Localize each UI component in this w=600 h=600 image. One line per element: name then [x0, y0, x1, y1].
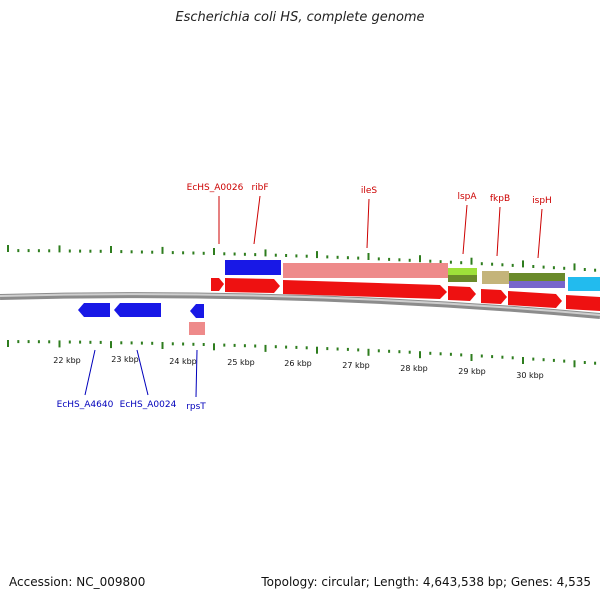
gene-label-ileS[interactable]: ileS [361, 186, 378, 196]
label-leader [366, 198, 370, 249]
ruler-label: 25 kbp [227, 358, 255, 367]
gene-label-ribF[interactable]: ribF [251, 183, 268, 193]
label-leader [136, 349, 149, 396]
page-title: Escherichia coli HS, complete genome [175, 10, 425, 25]
genome-backbone [0, 292, 600, 319]
ruler-label: 28 kbp [400, 364, 428, 373]
gene-arrow[interactable] [566, 295, 600, 311]
ruler-ticks-bottom [7, 340, 597, 368]
label-leader [253, 195, 261, 245]
ruler-label: 30 kbp [516, 371, 544, 380]
gene-label-EcHS_A4640[interactable]: EcHS_A4640 [57, 400, 114, 410]
gene-arrow[interactable] [211, 278, 224, 291]
gene-arrow[interactable] [283, 280, 447, 299]
gene-block-ispH-lower[interactable] [509, 281, 565, 288]
ruler-label: 26 kbp [284, 359, 312, 368]
ruler-labels: 22 kbp 23 kbp 24 kbp 25 kbp 26 kbp 27 kb… [53, 355, 544, 380]
ruler-label: 27 kbp [342, 361, 370, 370]
gene-block-fkpB[interactable] [482, 271, 509, 284]
label-leader [537, 208, 543, 259]
gene-label-ispH[interactable]: ispH [532, 196, 552, 206]
gene-arrow[interactable] [448, 286, 476, 301]
gene-label-fkpB[interactable]: fkpB [490, 194, 510, 204]
label-leader [496, 206, 501, 257]
gene-label-EcHS_A0026[interactable]: EcHS_A0026 [187, 183, 244, 193]
feature-track-top [225, 260, 600, 291]
gene-arrow[interactable] [508, 291, 562, 308]
gene-arrow-rpsT[interactable] [190, 304, 204, 318]
label-leader [84, 349, 96, 396]
gene-arrow[interactable] [225, 278, 280, 293]
gene-block-ileS[interactable] [283, 263, 448, 278]
gene-labels-bottom: EcHS_A4640 EcHS_A0024 rpsT [57, 349, 206, 412]
label-leader [195, 349, 198, 398]
genome-backbone-highlight [0, 293, 600, 316]
gene-block-cyan[interactable] [568, 277, 600, 291]
gene-label-lspA[interactable]: lspA [457, 192, 477, 202]
ruler-ticks-top [7, 245, 597, 272]
gene-block-rpsT[interactable] [189, 322, 205, 335]
gene-block-lspA[interactable] [448, 268, 477, 275]
gene-block-ispH[interactable] [509, 273, 565, 281]
ruler-label: 22 kbp [53, 356, 81, 365]
gene-arrow[interactable] [481, 289, 507, 304]
gene-labels-top: EcHS_A0026 ribF ileS lspA fkpB ispH [187, 183, 552, 259]
ruler-label: 29 kbp [458, 367, 486, 376]
gene-block-blue[interactable] [225, 260, 281, 275]
gene-label-rpsT[interactable]: rpsT [186, 402, 206, 412]
gene-label-EcHS_A0024[interactable]: EcHS_A0024 [120, 400, 177, 410]
gene-arrow-EcHS_A4640[interactable] [78, 303, 110, 317]
accession-text: Accession: NC_009800 [9, 575, 146, 589]
feature-track-forward [211, 278, 600, 311]
gene-arrow-EcHS_A0024[interactable] [114, 303, 161, 317]
ruler-label: 23 kbp [111, 355, 139, 364]
genome-summary-text: Topology: circular; Length: 4,643,538 bp… [261, 575, 591, 589]
feature-track-reverse [78, 303, 205, 335]
gene-block-lspA-lower[interactable] [448, 275, 477, 282]
label-leader [462, 204, 468, 255]
ruler-label: 24 kbp [169, 357, 197, 366]
